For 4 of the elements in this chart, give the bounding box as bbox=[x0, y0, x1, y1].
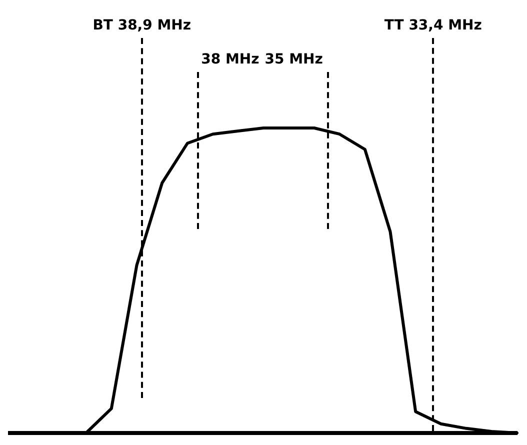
text: 35 MHz bbox=[264, 52, 323, 68]
text: BT 38,9 MHz bbox=[92, 18, 192, 34]
text: TT 33,4 MHz bbox=[384, 18, 482, 34]
text: 38 MHz bbox=[201, 52, 260, 68]
